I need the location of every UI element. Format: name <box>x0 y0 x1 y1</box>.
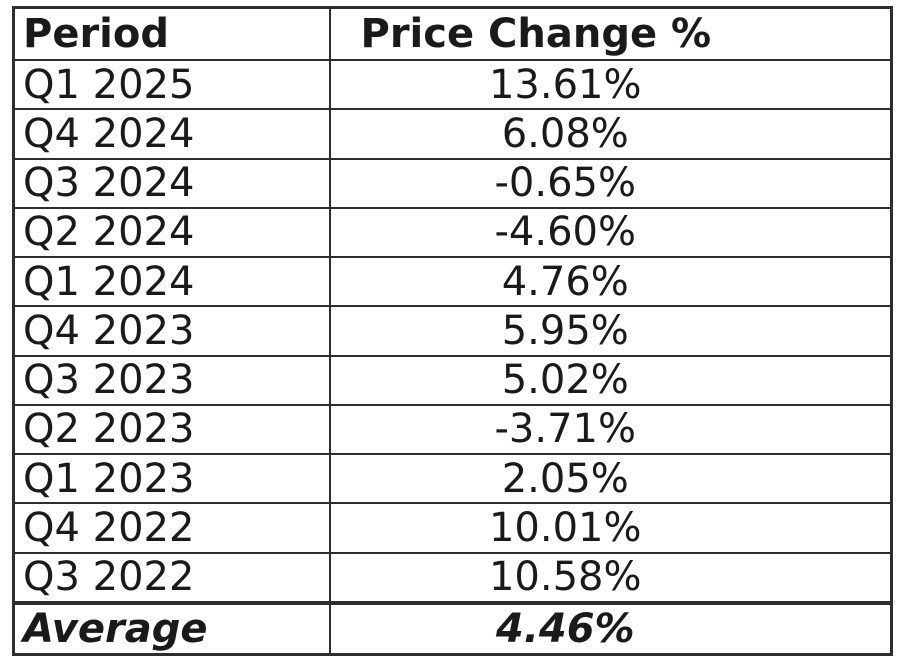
period-cell: Q4 2024 <box>12 108 331 160</box>
price-change-cell: 10.01% <box>328 502 893 554</box>
average-row: Average 4.46% <box>12 601 893 656</box>
table-row: Q2 2023 -3.71% <box>12 403 893 456</box>
period-cell: Q4 2023 <box>12 305 331 357</box>
period-cell: Q3 2024 <box>12 157 331 209</box>
table-row: Q1 2023 2.05% <box>12 453 893 505</box>
period-cell: Q3 2023 <box>12 354 331 406</box>
price-change-cell: 10.58% <box>328 551 893 605</box>
column-header-price-change: Price Change % <box>328 6 893 61</box>
table-row: Q1 2024 4.76% <box>12 256 893 308</box>
period-cell: Q2 2024 <box>12 206 331 259</box>
table-row: Q2 2024 -4.60% <box>12 206 893 259</box>
period-cell: Q1 2023 <box>12 453 331 505</box>
price-change-cell: 13.61% <box>328 58 893 111</box>
period-cell: Q2 2023 <box>12 403 331 456</box>
period-cell: Q1 2025 <box>12 58 331 111</box>
price-change-table: Period Price Change % Q1 2025 13.61% Q4 20… <box>12 6 893 656</box>
price-change-cell: -0.65% <box>328 157 893 209</box>
table-row: Q1 2025 13.61% <box>12 58 893 111</box>
average-value: 4.46% <box>328 601 893 656</box>
price-change-cell: 5.02% <box>328 354 893 406</box>
price-change-cell: -3.71% <box>328 403 893 456</box>
price-change-cell: 6.08% <box>328 108 893 160</box>
price-change-cell: 2.05% <box>328 453 893 505</box>
table-row: Q4 2022 10.01% <box>12 502 893 554</box>
average-label: Average <box>12 601 331 656</box>
column-header-period: Period <box>12 6 331 61</box>
price-change-cell: -4.60% <box>328 206 893 259</box>
table-row: Q4 2024 6.08% <box>12 108 893 160</box>
period-cell: Q1 2024 <box>12 256 331 308</box>
table-row: Q4 2023 5.95% <box>12 305 893 357</box>
price-change-cell: 4.76% <box>328 256 893 308</box>
table-row: Q3 2022 10.58% <box>12 551 893 605</box>
table-row: Q3 2024 -0.65% <box>12 157 893 209</box>
header-row: Period Price Change % <box>12 6 893 61</box>
period-cell: Q3 2022 <box>12 551 331 605</box>
period-cell: Q4 2022 <box>12 502 331 554</box>
table-row: Q3 2023 5.02% <box>12 354 893 406</box>
table-body: Q1 2025 13.61% Q4 2024 6.08% Q3 2024 -0.65% Q2… <box>12 58 893 605</box>
price-change-cell: 5.95% <box>328 305 893 357</box>
